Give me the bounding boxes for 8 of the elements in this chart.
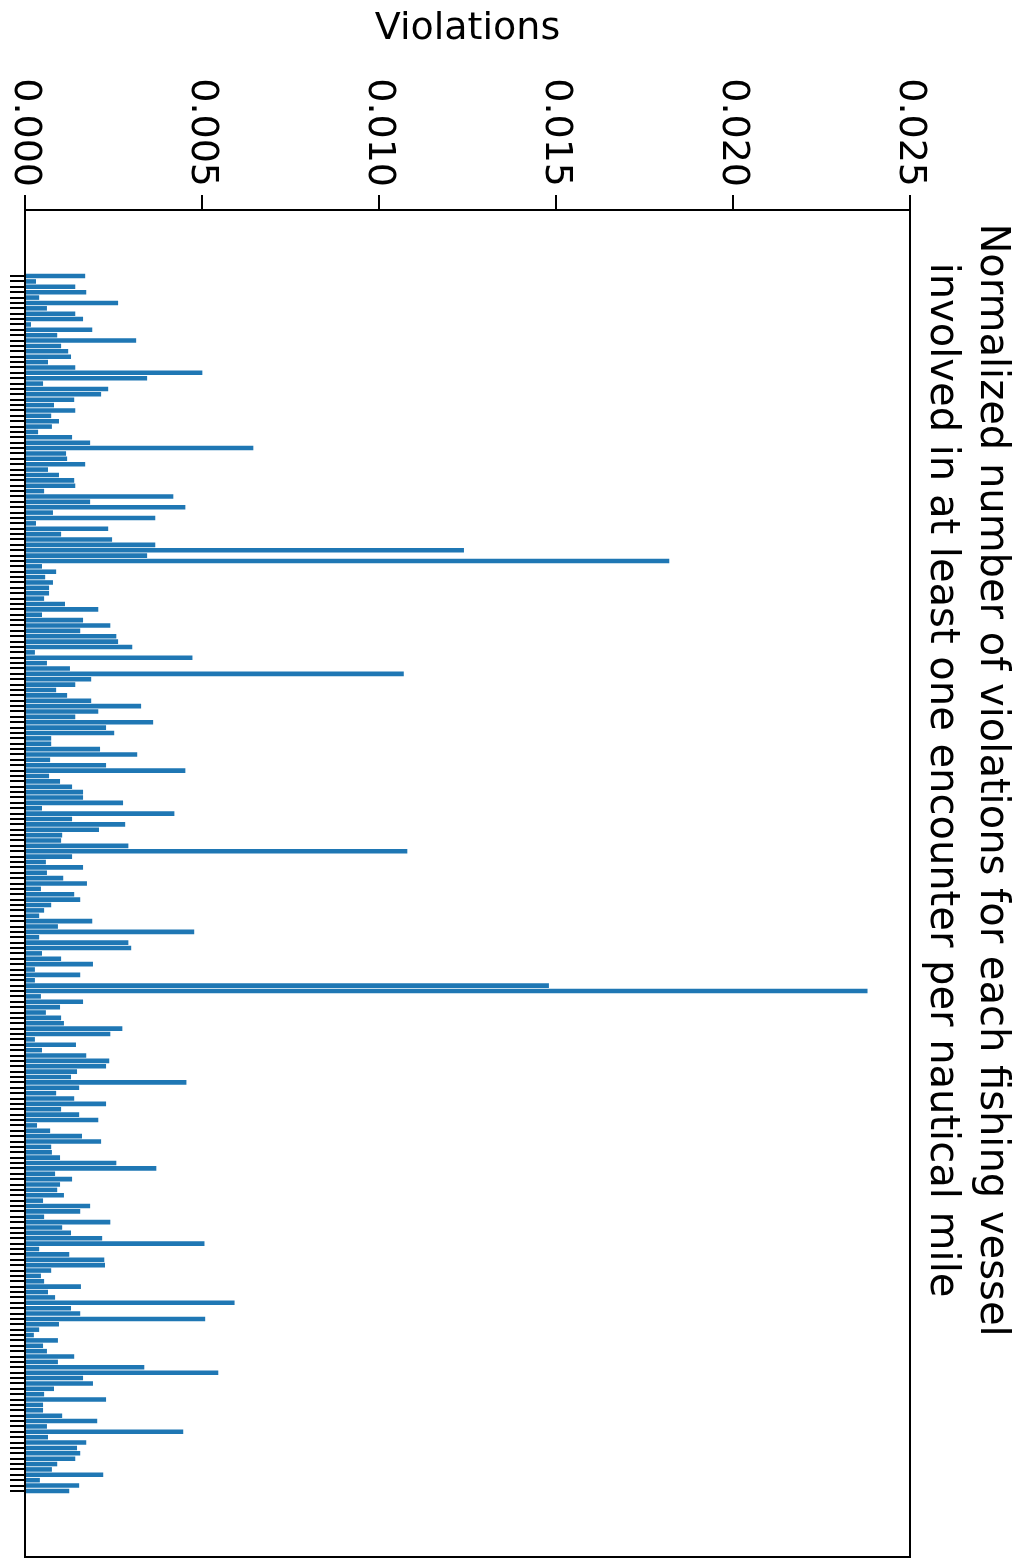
x-axis-title: Violations — [374, 3, 561, 48]
x-tick-label: 0.005 — [183, 78, 228, 187]
text: Normalized number of violations for each fishing vessel involved in at least one encounter per nautical mile — [921, 223, 1018, 1337]
x-tick-label: 0.020 — [714, 78, 759, 187]
x-tick-label: 0.025 — [891, 78, 936, 187]
x-tick-label: 0.010 — [360, 78, 405, 187]
x-tick-label: 0.000 — [6, 78, 51, 187]
x-tick-label: 0.015 — [537, 78, 582, 187]
